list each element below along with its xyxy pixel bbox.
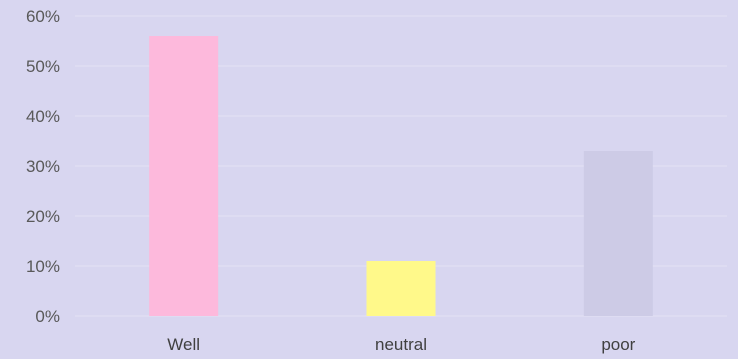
x-axis-category-labels: Well neutral poor [167,335,635,354]
y-tick-label: 30% [26,157,60,176]
x-category-label: poor [601,335,635,354]
bar-well [149,36,219,316]
bars [149,36,653,316]
x-category-label: neutral [375,335,427,354]
bar-neutral [366,261,436,316]
y-tick-label: 50% [26,57,60,76]
y-tick-label: 20% [26,207,60,226]
x-category-label: Well [167,335,200,354]
y-tick-label: 10% [26,257,60,276]
y-tick-label: 0% [35,307,60,326]
y-tick-label: 60% [26,7,60,26]
bar-poor [583,151,653,316]
y-axis-tick-labels: 0% 10% 20% 30% 40% 50% 60% [26,7,60,326]
y-tick-label: 40% [26,107,60,126]
